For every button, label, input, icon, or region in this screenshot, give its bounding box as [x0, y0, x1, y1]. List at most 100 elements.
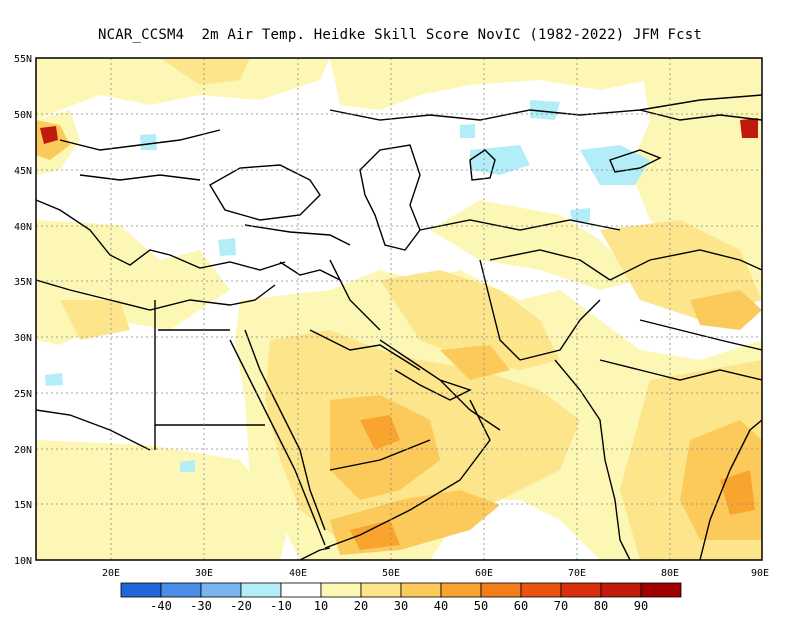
colorbar-swatches	[120, 582, 682, 598]
border-europe-1	[59, 129, 221, 151]
shade-caspian-n	[470, 145, 530, 175]
lat-label: 35N	[14, 277, 32, 288]
lat-label: 30N	[14, 333, 32, 344]
lat-label: 55N	[14, 54, 32, 65]
balkhash	[609, 149, 662, 173]
colorbar-label: 50	[474, 599, 488, 613]
shade-pakistan	[440, 345, 510, 380]
shade-yemen-hot	[350, 520, 400, 550]
lon-label: 30E	[195, 568, 213, 579]
lat-label: 40N	[14, 222, 32, 233]
colorbar-swatch	[480, 582, 522, 598]
shade-russia-north	[330, 58, 660, 110]
border-nepal	[639, 319, 762, 351]
graticule	[36, 58, 762, 560]
red-sea-west	[244, 329, 326, 531]
map-title: NCAR_CCSM4 2m Air Temp. Heidke Skill Sco…	[97, 27, 702, 43]
latitude-labels: 55N 50N 45N 40N 35N 30N 25N 20N 15N 10N	[14, 54, 32, 567]
black-sea	[209, 164, 321, 221]
score-50-plus-areas	[40, 118, 758, 144]
lon-label: 50E	[382, 568, 400, 579]
border-europe-2	[79, 174, 201, 181]
colorbar-label: -30	[190, 599, 212, 613]
colorbar-swatch	[240, 582, 282, 598]
horn-africa	[299, 547, 331, 560]
lon-label: 80E	[661, 568, 679, 579]
border-india-n	[599, 359, 762, 381]
colorbar-swatch	[600, 582, 642, 598]
lon-label: 20E	[102, 568, 120, 579]
colorbar-swatch	[560, 582, 602, 598]
colorbar-label: -20	[230, 599, 252, 613]
shade-kazakh	[570, 208, 590, 222]
coastlines	[36, 94, 762, 560]
arabian-coast	[324, 399, 491, 549]
east-africa-coast	[36, 409, 151, 451]
shade-arabia-core	[330, 395, 440, 500]
colorbar-label: 20	[354, 599, 368, 613]
colorbar-swatch	[280, 582, 322, 598]
border-afghan	[489, 249, 611, 281]
colorbar-swatch	[120, 582, 162, 598]
border-mongolia	[639, 109, 762, 121]
shade-himalaya	[690, 290, 762, 330]
lat-label: 10N	[14, 556, 32, 567]
mediterranean-coast-north	[36, 199, 286, 271]
colorbar-swatch	[640, 582, 682, 598]
shade-africa-south	[36, 440, 290, 560]
colorbar-swatch	[400, 582, 442, 598]
red-sea	[229, 339, 326, 546]
score-neg-10-areas	[45, 100, 650, 472]
lat-label: 15N	[14, 500, 32, 511]
border-iran-iraq	[329, 259, 381, 331]
mediterranean-coast-south	[36, 279, 276, 311]
border-russia	[329, 94, 762, 121]
shade-egypt-sw	[180, 460, 195, 472]
border-syria	[279, 261, 341, 281]
lon-label: 70E	[568, 568, 586, 579]
border-kazakh	[419, 219, 621, 231]
border-pakistan	[519, 299, 601, 361]
colorbar-swatch	[200, 582, 242, 598]
shade-sahara-c	[45, 373, 63, 386]
persian-gulf	[379, 339, 472, 401]
skill-shading	[36, 58, 762, 560]
colorbar-label: 80	[594, 599, 608, 613]
border-china	[609, 249, 762, 281]
shade-europe-north	[36, 58, 330, 120]
colorbar: -40 -30 -20 -10 10 20 30 40 50 60 70 80 …	[120, 582, 682, 613]
colorbar-swatch	[320, 582, 362, 598]
map-frame	[35, 57, 763, 561]
border-yemen	[329, 439, 431, 471]
shade-mongolia	[460, 124, 475, 138]
india-west-coast	[554, 359, 631, 560]
colorbar-label: -40	[150, 599, 172, 613]
border-turkey	[244, 224, 351, 246]
colorbar-swatch	[160, 582, 202, 598]
colorbar-label: 10	[314, 599, 328, 613]
colorbar-swatch	[360, 582, 402, 598]
lat-label: 50N	[14, 110, 32, 121]
colorbar-label: 30	[394, 599, 408, 613]
colorbar-swatch	[520, 582, 562, 598]
lon-label: 40E	[289, 568, 307, 579]
lat-label: 20N	[14, 445, 32, 456]
longitude-labels: 20E 30E 40E 50E 60E 70E 80E 90E	[102, 568, 769, 579]
shade-north-red	[740, 118, 758, 138]
lat-label: 45N	[14, 166, 32, 177]
colorbar-label: 90	[634, 599, 648, 613]
shade-sahara-a	[60, 300, 130, 340]
border-saudi	[309, 329, 421, 371]
shade-europe-c	[140, 134, 157, 150]
border-oman	[439, 379, 501, 431]
india-east-coast	[699, 419, 762, 560]
shade-north-block	[160, 58, 250, 85]
shade-siberia	[530, 100, 560, 120]
border-iran-east	[479, 259, 521, 361]
colorbar-labels: -40 -30 -20 -10 10 20 30 40 50 60 70 80 …	[150, 599, 648, 613]
shade-europe-red	[40, 126, 58, 144]
shade-east-asia	[630, 58, 762, 300]
colorbar-label: -10	[270, 599, 292, 613]
shade-turkey-c	[218, 238, 236, 256]
